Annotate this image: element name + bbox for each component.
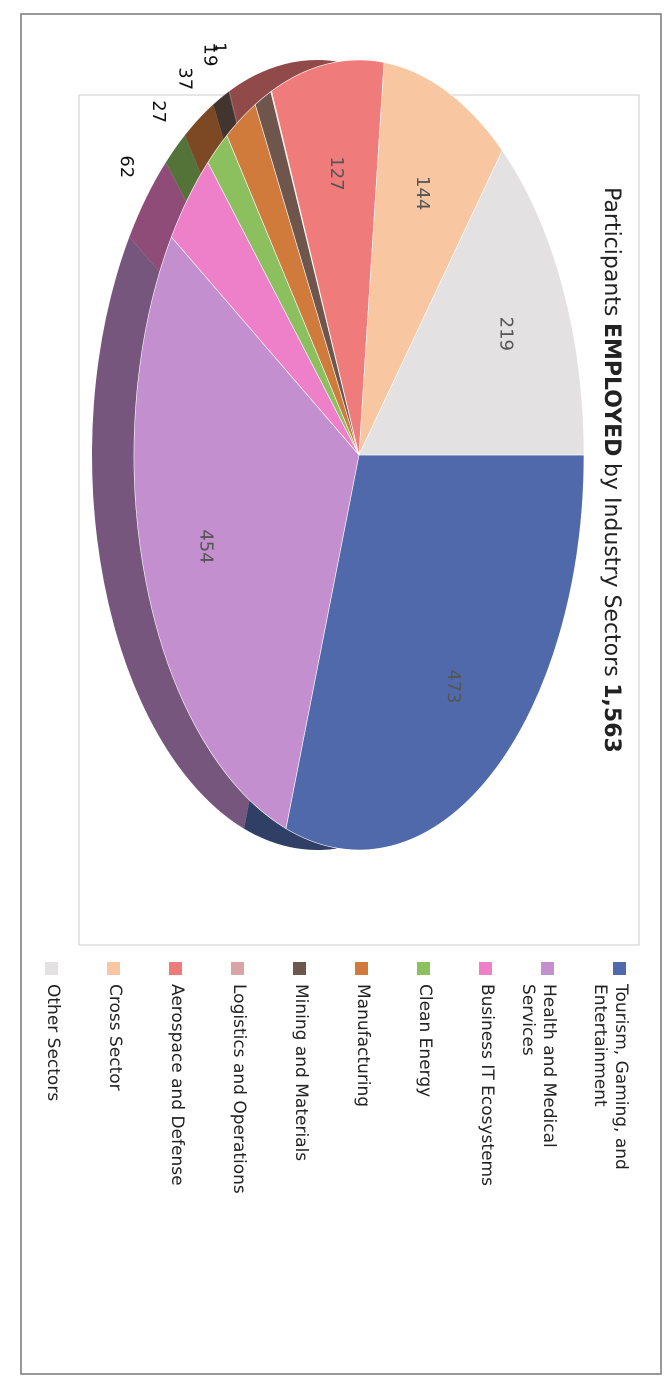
title-part: by Industry Sectors (599, 463, 624, 677)
legend-swatch (541, 962, 554, 975)
legend-label: Health and Medical Services (518, 984, 559, 1148)
chart-title: Participants EMPLOYED by Industry Sectors 1… (599, 187, 624, 753)
legend-label: Logistics and Operations (229, 984, 249, 1194)
title-part: 1,563 (599, 683, 624, 753)
legend-label: Tourism, Gaming, and Entertainment (590, 984, 631, 1170)
legend-entry: Mining and Materials (291, 984, 311, 1162)
data-label: 62 (116, 155, 137, 178)
data-label: 473 (443, 669, 464, 703)
legend-swatch (231, 962, 244, 975)
legend-entry: Manufacturing (353, 984, 373, 1108)
legend-swatch (293, 962, 306, 975)
slice (133, 236, 360, 830)
legend-entry: Cross Sector (105, 984, 125, 1091)
legend: Tourism, Gaming, and Entertainment Health… (43, 962, 631, 1194)
scan-border (20, 13, 662, 1375)
legend-swatch (417, 962, 430, 975)
slice (358, 149, 585, 456)
legend-label: Cross Sector (105, 984, 125, 1091)
legend-entry: Business IT Ecosystems (477, 984, 497, 1186)
legend-label: Clean Energy (415, 984, 435, 1098)
legend-label: Business IT Ecosystems (477, 984, 497, 1186)
data-label: 37 (174, 67, 195, 90)
data-label: 27 (148, 100, 169, 123)
legend-entry: Clean Energy (415, 984, 435, 1098)
data-label: 127 (326, 156, 347, 190)
legend-swatch (479, 962, 492, 975)
legend-entry: Logistics and Operations (229, 984, 249, 1194)
data-label: 19 (199, 44, 220, 67)
rotated-page: Participants EMPLOYED by Industry Sectors 1… (20, 13, 662, 1375)
legend-swatch (355, 962, 368, 975)
slice (358, 62, 503, 456)
legend-label: Other Sectors (43, 984, 63, 1102)
title-part: Participants (599, 187, 624, 316)
slice (285, 454, 585, 851)
legend-label: Aerospace and Defense (167, 984, 187, 1186)
legend-swatch (169, 962, 182, 975)
data-label: 144 (412, 176, 433, 210)
legend-label: Manufacturing (353, 984, 373, 1108)
data-label: 1 (209, 42, 230, 53)
legend-swatch (107, 962, 120, 975)
legend-entry: Tourism, Gaming, and Entertainment (590, 984, 631, 1170)
slice (271, 59, 385, 456)
legend-label: Mining and Materials (291, 984, 311, 1162)
legend-swatch (613, 962, 626, 975)
data-label: 454 (196, 529, 217, 563)
data-label: 219 (496, 317, 517, 351)
legend-swatch (45, 962, 58, 975)
title-part: EMPLOYED (599, 323, 624, 456)
legend-entry: Other Sectors (43, 984, 63, 1102)
legend-entry: Aerospace and Defense (167, 984, 187, 1186)
legend-entry: Health and Medical Services (518, 984, 559, 1148)
